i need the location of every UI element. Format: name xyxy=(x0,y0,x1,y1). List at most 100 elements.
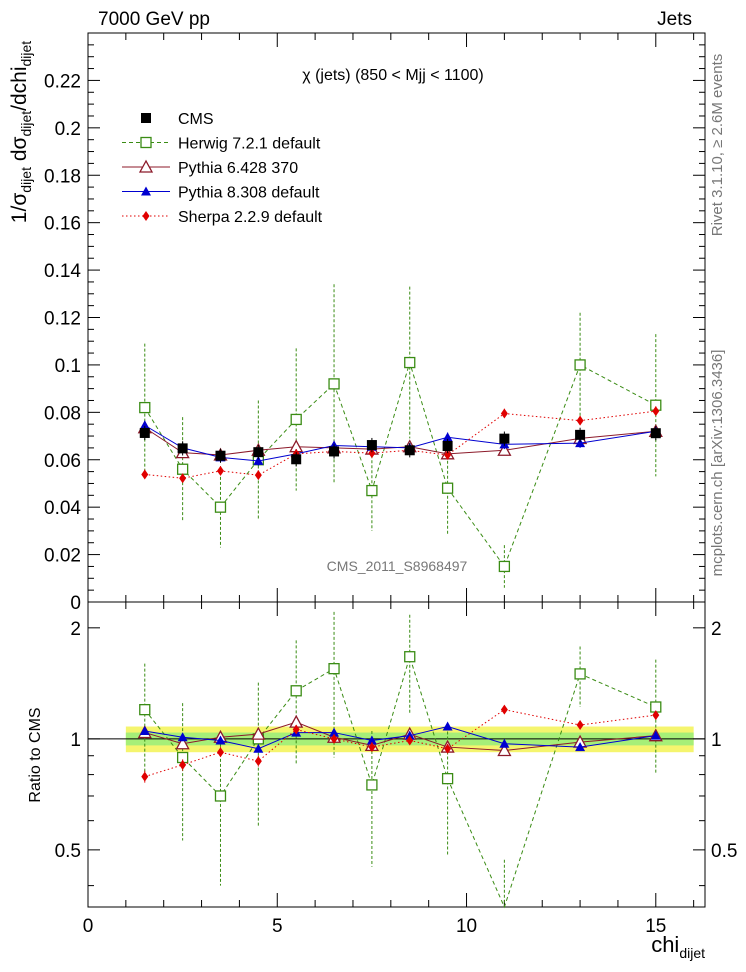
sherpa-2-2-9-default-point xyxy=(652,710,660,721)
sherpa-2-2-9-default-point xyxy=(216,747,224,758)
y-tick-label: 0.02 xyxy=(44,546,81,567)
process-label: Jets xyxy=(657,9,692,30)
pythia-6-428-370-point xyxy=(175,736,190,750)
sherpa-2-2-9-default-line xyxy=(144,709,656,778)
herwig-7-2-1-default-point xyxy=(328,378,340,390)
pythia-8-308-default-point xyxy=(575,742,586,752)
herwig-7-2-1-default-point xyxy=(498,560,511,573)
cms-point xyxy=(366,440,377,451)
legend-label-pythia-6-428-370: Pythia 6.428 370 xyxy=(178,160,298,177)
analysis-label: CMS_2011_S8968497 xyxy=(327,558,468,574)
pythia-8-308-default-line xyxy=(144,726,656,750)
pythia-8-308-default-point xyxy=(442,721,453,731)
x-label-main: chi xyxy=(651,932,679,957)
y-tick-label: 0.06 xyxy=(44,451,81,472)
y-label-part: /dchi xyxy=(8,66,31,110)
cms-point xyxy=(650,428,661,439)
herwig-7-2-1-default-point xyxy=(574,668,586,680)
main-y-axis-label: 1/σdijet dσdijet/dchidijet xyxy=(8,41,34,223)
y-label-subscript: dijet xyxy=(18,111,34,137)
herwig-7-2-1-default-point xyxy=(214,501,227,513)
ratio-plot-frame xyxy=(87,601,706,908)
sherpa-2-2-9-default-point xyxy=(500,408,508,419)
pythia-8-308-default-point xyxy=(253,743,264,753)
herwig-7-2-1-default-point xyxy=(290,413,302,426)
herwig-7-2-1-default-point xyxy=(404,356,416,369)
sherpa-2-2-9-default-point xyxy=(254,756,262,767)
legend-marker-pythia-6-428-370 xyxy=(138,159,154,173)
ratio-y-tick-label-right: 0.5 xyxy=(711,841,737,862)
pythia-8-308-default-point xyxy=(404,730,415,740)
y-tick-label: 0.04 xyxy=(44,498,81,519)
ratio-y-tick-label-left: 2 xyxy=(70,619,81,640)
sherpa-2-2-9-default-point xyxy=(141,469,149,480)
y-tick-label: 0 xyxy=(70,593,81,614)
y-label-subscript: dijet xyxy=(18,41,34,67)
pythia-6-428-370-point xyxy=(251,726,266,740)
y-label-part: 1/σ xyxy=(8,193,31,224)
pythia-8-308-default-point xyxy=(650,730,661,740)
legend-label-sherpa-2-2-9-default: Sherpa 2.2.9 default xyxy=(178,209,323,226)
sherpa-2-2-9-default-point xyxy=(254,470,262,481)
herwig-7-2-1-default-point xyxy=(139,401,151,414)
herwig-7-2-1-default-point xyxy=(214,790,227,802)
pythia-8-308-default-point xyxy=(499,738,510,748)
sherpa-2-2-9-default-point xyxy=(179,759,187,770)
y-label-part: dσ xyxy=(8,137,31,168)
pythia-8-308-default-point xyxy=(253,455,264,465)
sherpa-2-2-9-default-point xyxy=(500,704,508,715)
sherpa-2-2-9-default-point xyxy=(179,473,187,484)
pythia-8-308-default-point xyxy=(329,727,340,737)
sherpa-2-2-9-default-point xyxy=(368,742,376,753)
cms-point xyxy=(177,443,188,454)
sherpa-2-2-9-default-point xyxy=(406,735,414,746)
cms-point xyxy=(499,433,510,444)
legend-label-herwig-7-2-1-default: Herwig 7.2.1 default xyxy=(178,136,321,153)
rivet-label: Rivet 3.1.10, ≥ 2.6M events xyxy=(709,54,726,237)
herwig-7-2-1-default-point xyxy=(366,779,378,791)
cms-point xyxy=(404,445,415,456)
legend-marker-herwig-7-2-1-default xyxy=(140,136,152,149)
x-tick-label: 15 xyxy=(645,916,666,937)
herwig-7-2-1-default-point xyxy=(290,685,302,697)
pythia-8-308-default-point xyxy=(442,432,453,442)
pythia-6-428-370-point xyxy=(497,442,512,456)
herwig-7-2-1-default-point xyxy=(441,482,454,494)
y-tick-label: 0.2 xyxy=(55,119,81,140)
y-tick-label: 0.18 xyxy=(44,166,81,187)
x-tick-label: 0 xyxy=(83,916,94,937)
herwig-7-2-1-default-point xyxy=(441,772,454,785)
x-tick-label: 5 xyxy=(272,916,283,937)
x-axis-label: chidijet xyxy=(651,932,705,961)
pythia-6-428-370-line xyxy=(144,427,656,456)
legend-label-pythia-8-308-default: Pythia 8.308 default xyxy=(178,185,320,202)
pythia-6-428-370-line xyxy=(144,721,656,751)
sherpa-2-2-9-default-point xyxy=(216,465,224,476)
herwig-7-2-1-default-point xyxy=(176,463,189,475)
energy-label: 7000 GeV pp xyxy=(98,9,210,30)
cms-point xyxy=(253,447,264,458)
pythia-8-308-default-point xyxy=(215,735,226,745)
ratio-panel: 0 5 10 15 0.5 0.5 1 1 2 2 Ratio to CMS chidijet xyxy=(27,601,737,961)
y-tick-label: 0.12 xyxy=(44,309,81,330)
source-label: mcplots.cern.ch [arXiv:1306.3436] xyxy=(709,350,726,577)
y-label-subscript: dijet xyxy=(18,167,34,193)
sherpa-2-2-9-default-line xyxy=(144,410,656,479)
pythia-8-308-default-point xyxy=(139,420,150,430)
sherpa-2-2-9-default-point xyxy=(292,724,300,735)
y-tick-label: 0.14 xyxy=(44,261,81,282)
x-tick-label: 10 xyxy=(456,916,477,937)
sherpa-2-2-9-default-point xyxy=(444,450,452,461)
y-tick-label: 0.1 xyxy=(55,356,81,377)
x-label-subscript: dijet xyxy=(679,945,705,961)
cms-point xyxy=(215,450,226,461)
sherpa-2-2-9-default-point xyxy=(576,415,584,426)
sherpa-2-2-9-default-point xyxy=(141,771,149,782)
sherpa-2-2-9-default-point xyxy=(330,733,338,744)
cms-point xyxy=(442,440,453,451)
y-tick-label: 0.08 xyxy=(44,403,81,424)
herwig-7-2-1-default-point xyxy=(366,484,378,497)
ratio-y-tick-label-left: 0.5 xyxy=(55,841,81,862)
legend-label-cms: CMS xyxy=(178,111,214,128)
